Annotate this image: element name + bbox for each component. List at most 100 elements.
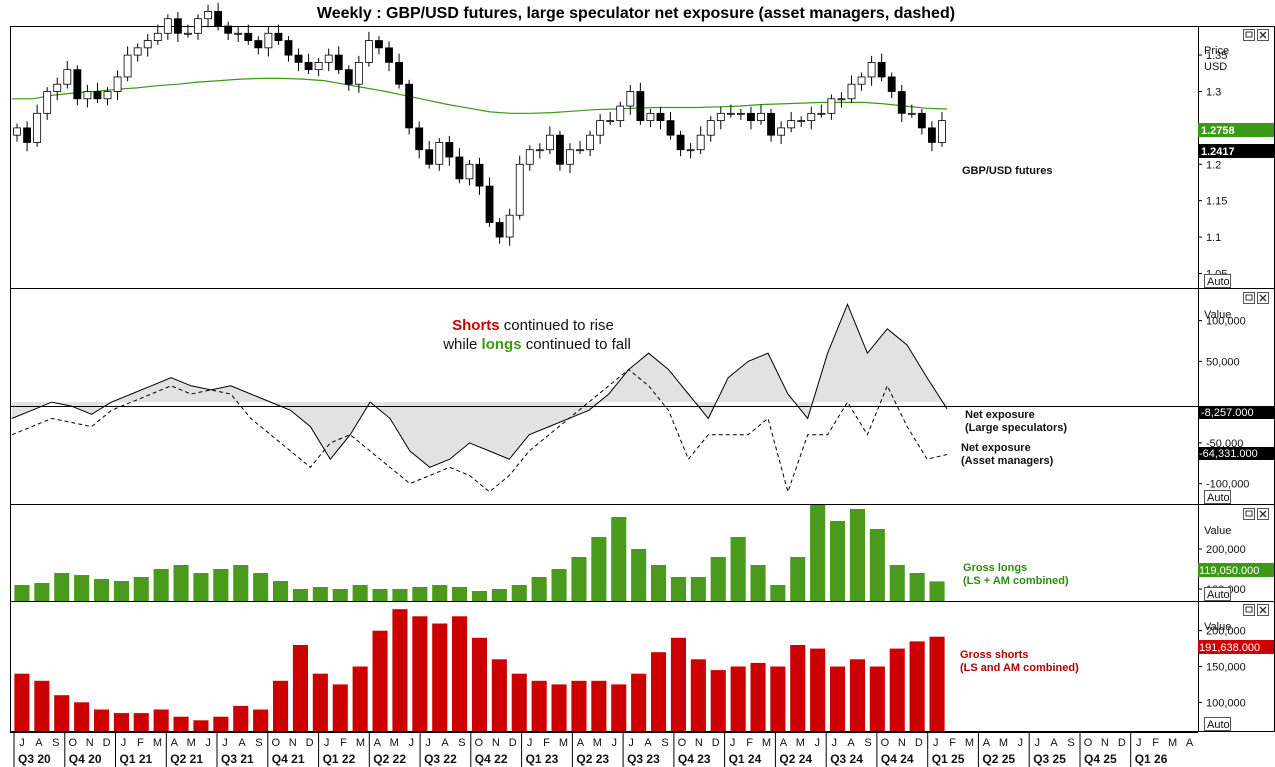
price-candle xyxy=(425,140,434,169)
auto-scale-button[interactable]: Auto xyxy=(1204,587,1231,602)
gross-shorts-bar xyxy=(113,713,129,731)
price-panel: Price USD 1.351.31.251.21.151.11.05 GBP/… xyxy=(12,2,1274,280)
gross-longs-bar xyxy=(173,565,189,601)
net-annotation-line-1: Shorts continued to rise xyxy=(452,317,614,334)
panel-restore-button[interactable] xyxy=(1243,508,1255,520)
gross-longs-bar xyxy=(631,549,647,601)
price-candle xyxy=(63,60,72,89)
panel-close-button[interactable] xyxy=(1257,29,1269,41)
moving-average-line xyxy=(12,77,948,114)
ls-label-2: (Large speculators) xyxy=(965,422,1067,434)
x-month-label: F xyxy=(137,737,144,749)
gross-shorts-bar xyxy=(551,684,567,731)
price-candle xyxy=(767,108,775,142)
x-month-label: S xyxy=(661,737,668,749)
auto-scale-button[interactable]: Auto xyxy=(1204,717,1231,732)
x-month-label: D xyxy=(306,737,314,749)
x-month-label: F xyxy=(949,737,956,749)
gross-shorts-bar xyxy=(54,695,70,731)
longs-value-text: 119,050.000 xyxy=(1199,565,1259,577)
x-month-label: J xyxy=(205,737,211,749)
panel-restore-button[interactable] xyxy=(1243,604,1255,616)
price-candle xyxy=(294,48,303,72)
auto-button-label: Auto xyxy=(1207,492,1230,504)
price-candle xyxy=(23,121,31,152)
x-month-label: A xyxy=(238,737,246,749)
gross-shorts-bar xyxy=(153,709,169,731)
gross-shorts-bar xyxy=(233,705,249,731)
price-candle xyxy=(686,143,695,159)
price-candle xyxy=(465,159,474,186)
x-month-label: A xyxy=(780,737,788,749)
price-candle xyxy=(83,84,92,108)
x-month-label: J xyxy=(933,737,939,749)
x-month-label: J xyxy=(425,737,431,749)
price-candle xyxy=(867,55,876,86)
x-month-label: F xyxy=(1152,737,1159,749)
x-month-label: M xyxy=(999,737,1008,749)
net-tick-label: -100,000 xyxy=(1206,479,1249,491)
ls-net-line xyxy=(11,302,948,468)
panel-controls: Auto Auto Auto Auto xyxy=(1204,29,1269,732)
price-candle xyxy=(495,218,504,244)
auto-scale-button[interactable]: Auto xyxy=(1204,490,1231,505)
x-month-label: O xyxy=(678,737,687,749)
gross-longs-bar xyxy=(710,557,726,601)
gross-longs-bar xyxy=(74,575,90,601)
annotation-2-rest: continued to fall xyxy=(522,336,631,353)
gross-shorts-bar xyxy=(750,662,766,731)
price-candle xyxy=(716,106,725,130)
x-month-label: N xyxy=(289,737,297,749)
gross-longs-bar xyxy=(750,565,766,601)
price-candle xyxy=(435,138,444,171)
price-candle xyxy=(334,46,343,75)
gross-longs-bar xyxy=(54,573,70,601)
price-candle xyxy=(877,53,886,82)
longs-label-2: (LS + AM combined) xyxy=(963,575,1069,587)
price-candle xyxy=(606,111,615,125)
x-month-label: M xyxy=(1168,737,1177,749)
price-candle xyxy=(807,106,816,130)
gross-longs-bar xyxy=(432,585,448,601)
panel-restore-button[interactable] xyxy=(1243,29,1255,41)
net-axis-ticks: 100,000 50,000 -50,000 -100,000 xyxy=(1198,316,1249,491)
price-candle xyxy=(787,111,796,133)
x-month-label: A xyxy=(1050,737,1058,749)
panel-restore-button[interactable] xyxy=(1243,292,1255,304)
x-month-label: J xyxy=(408,737,414,749)
auto-scale-button[interactable]: Auto xyxy=(1204,274,1231,289)
price-candle xyxy=(194,14,202,40)
x-axis-quarters: Q3 20 Q4 20 Q1 21 Q2 21 Q3 21 Q4 21 Q1 22 Q2 22… xyxy=(13,733,1168,767)
longs-tick-label: 200,000 xyxy=(1206,544,1246,556)
x-quarter-label: Q2 24 xyxy=(779,752,812,766)
x-month-label: A xyxy=(1186,737,1194,749)
gross-shorts-bar xyxy=(392,609,408,731)
gross-longs-bar xyxy=(253,573,269,601)
panel-close-button[interactable] xyxy=(1257,508,1269,520)
net-exposure-area xyxy=(12,304,947,468)
gross-shorts-bar xyxy=(471,637,487,731)
price-candle xyxy=(405,79,414,135)
panel-close-button[interactable] xyxy=(1257,292,1269,304)
ma-value-badge xyxy=(1198,123,1274,137)
gross-longs-bar xyxy=(611,517,627,601)
x-quarter-label: Q4 21 xyxy=(272,752,305,766)
gross-longs-bar xyxy=(352,585,368,601)
gross-shorts-bar xyxy=(730,666,746,731)
price-candle xyxy=(224,21,233,40)
shorts-highlight: Shorts xyxy=(452,317,500,334)
x-month-label: O xyxy=(881,737,890,749)
gross-shorts-bar xyxy=(571,680,587,731)
x-month-label: A xyxy=(441,737,449,749)
price-candle xyxy=(284,36,293,62)
am-label-2: (Asset managers) xyxy=(961,455,1054,467)
x-month-label: M xyxy=(762,737,771,749)
net-tick-label: -50,000 xyxy=(1206,438,1243,450)
price-candle xyxy=(395,53,403,89)
price-candle xyxy=(214,2,223,31)
gross-longs-bar xyxy=(849,509,865,601)
price-candle xyxy=(928,121,936,152)
gross-longs-bar xyxy=(452,587,468,601)
panel-close-button[interactable] xyxy=(1257,604,1269,616)
ls-value-badge xyxy=(1198,406,1274,419)
